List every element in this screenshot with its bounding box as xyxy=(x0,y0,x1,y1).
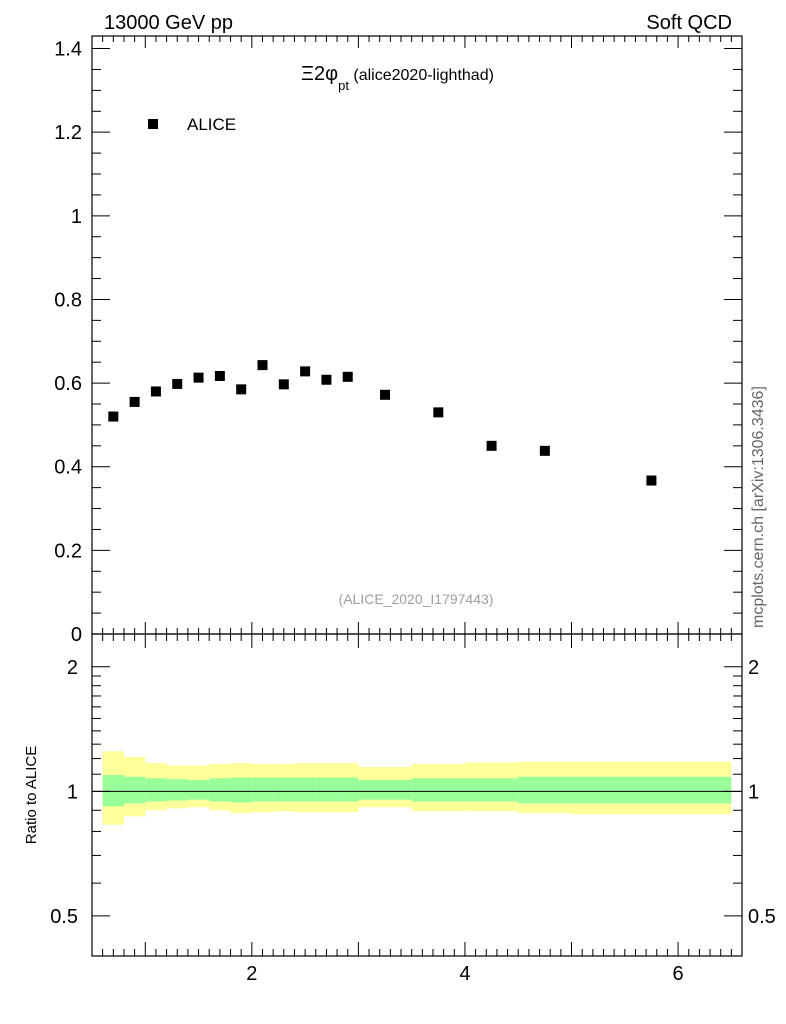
data-point xyxy=(129,396,140,407)
y-tick-label: 0.2 xyxy=(54,540,82,562)
ratio-frame xyxy=(91,633,743,957)
y-tick-label: 0.8 xyxy=(54,289,82,311)
y-tick-label: 0.6 xyxy=(54,373,82,395)
plot-title-sub: pt xyxy=(338,78,349,93)
ratio-bands xyxy=(92,751,742,825)
data-point xyxy=(108,411,119,422)
data-point xyxy=(278,379,289,390)
y-tick-label: 1 xyxy=(71,206,82,228)
uncertainty-band-bin xyxy=(102,775,124,807)
watermark: (ALICE_2020_I1797443) xyxy=(339,591,494,607)
side-label: mcplots.cern.ch [arXiv:1306.3436] xyxy=(750,386,767,628)
ratio-y-tick-label-right: 0.5 xyxy=(748,906,776,928)
legend-label: ALICE xyxy=(187,115,236,134)
uncertainty-band-bin xyxy=(251,777,274,802)
plot-title: Ξ2φpt (alice2020-lighthad) xyxy=(301,63,494,93)
data-point xyxy=(236,384,247,395)
data-point xyxy=(380,389,391,400)
uncertainty-band-bin xyxy=(230,777,252,803)
data-point xyxy=(321,374,332,385)
data-point xyxy=(150,386,161,397)
uncertainty-band-bin xyxy=(166,779,188,801)
y-tick-label: 0.4 xyxy=(54,457,82,479)
uncertainty-band-bin xyxy=(273,777,295,802)
y-tick-label: 1.2 xyxy=(54,122,82,144)
data-point xyxy=(214,370,225,381)
data-point xyxy=(646,475,657,486)
uncertainty-band-bin xyxy=(358,780,412,800)
y-tick-label: 1.4 xyxy=(54,39,82,61)
uncertainty-band-bin xyxy=(145,778,167,802)
ratio-y-tick-label: 0.5 xyxy=(50,906,78,928)
data-point xyxy=(539,445,550,456)
ratio-y-tick-label-right: 2 xyxy=(748,657,759,679)
uncertainty-band-bin xyxy=(123,776,146,804)
ratio-ylabel: Ratio to ALICE xyxy=(23,746,40,844)
header-right: Soft QCD xyxy=(646,12,732,34)
legend-marker xyxy=(148,119,158,129)
data-point xyxy=(172,378,183,389)
data-point xyxy=(300,366,311,377)
data-point xyxy=(193,372,204,383)
plot-title-extra: (alice2020-lighthad) xyxy=(349,67,494,84)
uncertainty-band-bin xyxy=(464,778,519,802)
plot-title-main: Ξ2φ xyxy=(301,63,338,85)
uncertainty-band-bin xyxy=(411,778,465,802)
ratio-y-tick-label: 1 xyxy=(67,781,78,803)
data-point xyxy=(342,371,353,382)
uncertainty-band-bin xyxy=(518,776,572,804)
x-tick-label: 2 xyxy=(246,963,257,985)
uncertainty-band-bin xyxy=(337,777,359,802)
header-left: 13000 GeV pp xyxy=(104,12,233,34)
ratio-y-tick-label-right: 1 xyxy=(748,781,759,803)
uncertainty-band-bin xyxy=(571,776,732,804)
uncertainty-band-bin xyxy=(187,780,210,800)
uncertainty-band-bin xyxy=(209,778,231,802)
main-data-points xyxy=(108,360,657,486)
ratio-axis: 0.5 0.5 1 1 2 2 2 4 6 xyxy=(50,634,776,985)
x-tick-label: 6 xyxy=(673,963,684,985)
data-point xyxy=(486,440,497,451)
ratio-y-tick-label: 2 xyxy=(67,657,78,679)
data-point xyxy=(257,360,268,371)
x-tick-label: 4 xyxy=(459,963,470,985)
uncertainty-band-bin xyxy=(294,777,316,802)
y-tick-label: 0 xyxy=(71,624,82,646)
uncertainty-band-bin xyxy=(315,777,338,802)
main-axis: 0 0.2 0.4 0.6 0.8 1 1.2 1.4 xyxy=(54,36,743,646)
data-point xyxy=(433,407,444,418)
